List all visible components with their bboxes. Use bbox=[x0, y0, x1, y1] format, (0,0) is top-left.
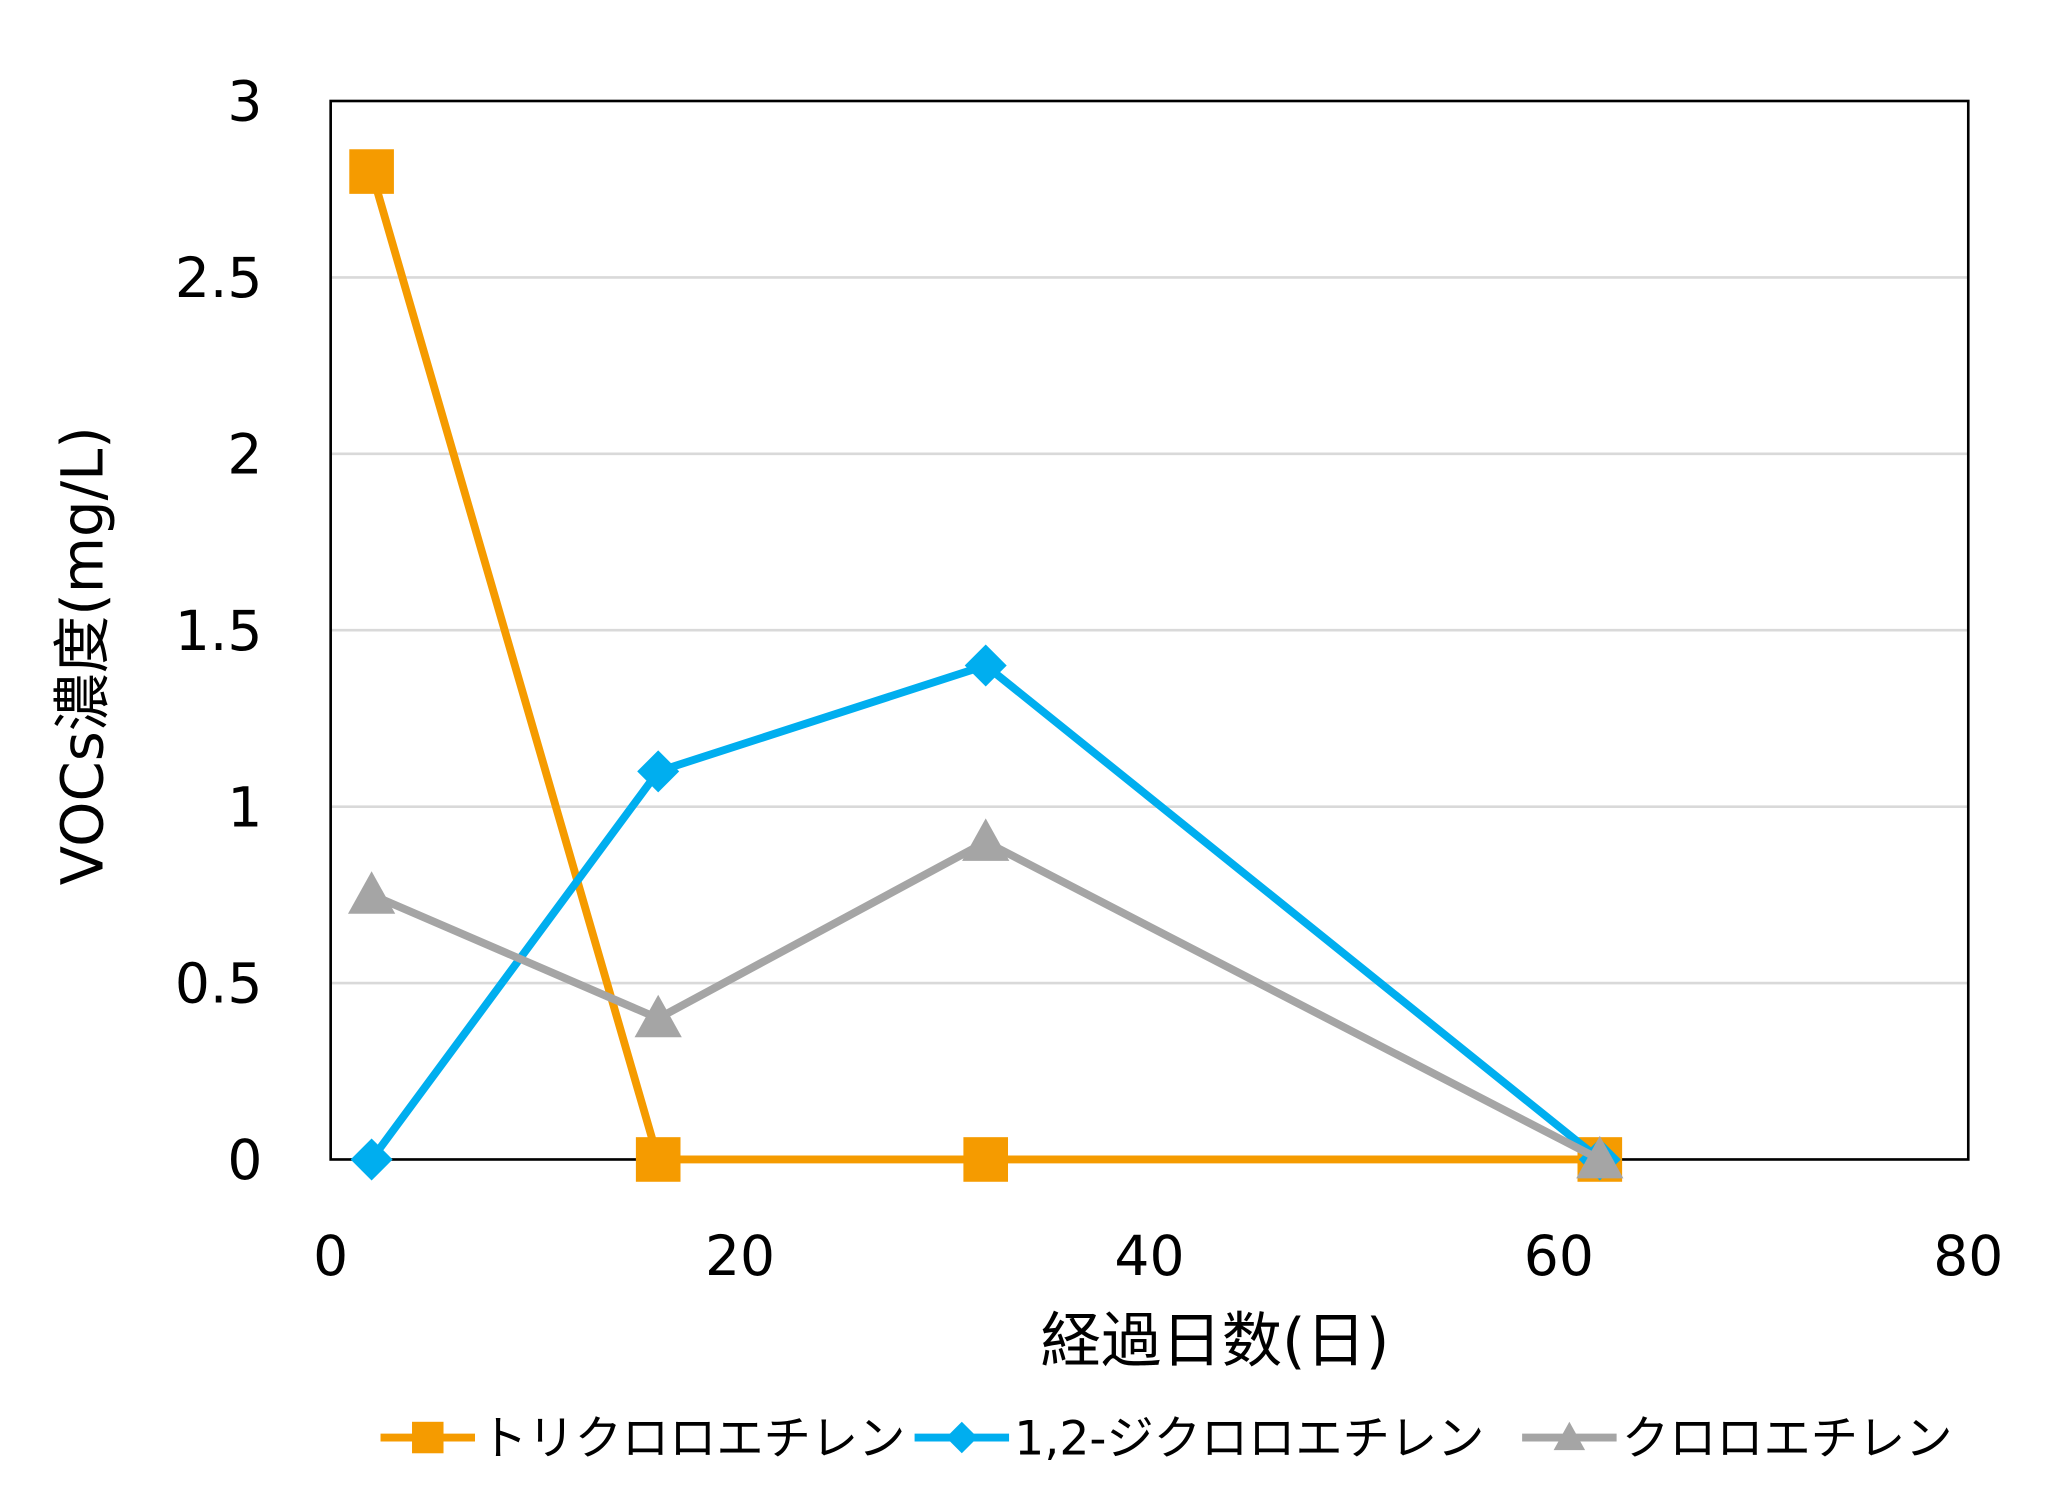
x-tick-label: 60 bbox=[1524, 1224, 1594, 1288]
y-tick-label: 2.5 bbox=[175, 246, 263, 310]
x-tick-label: 20 bbox=[705, 1224, 775, 1288]
legend-label: クロロエチレン bbox=[1622, 1412, 1953, 1467]
gridlines bbox=[330, 276, 1969, 985]
y-tick-label: 1.5 bbox=[175, 599, 263, 663]
legend-label: トリクロロエチレン bbox=[480, 1412, 905, 1467]
y-tick-label: 2 bbox=[227, 423, 262, 487]
legend-item: クロロエチレン bbox=[1522, 1412, 1952, 1467]
x-tick-label: 0 bbox=[313, 1224, 348, 1288]
square-marker bbox=[963, 1137, 1009, 1182]
triangle-marker bbox=[634, 994, 682, 1038]
y-tick-label: 0.5 bbox=[175, 952, 263, 1016]
diamond-marker bbox=[637, 750, 680, 793]
diamond-marker bbox=[964, 644, 1007, 687]
x-axis-label: 経過日数(日) bbox=[1041, 1306, 1390, 1376]
y-axis-label: VOCs濃度(mg/L) bbox=[48, 426, 116, 885]
y-tick-label: 0 bbox=[227, 1128, 262, 1192]
y-tick-label: 3 bbox=[227, 70, 262, 134]
series-2 bbox=[350, 644, 1621, 1181]
y-axis-ticks: 0 0.5 1 1.5 2 2.5 3 bbox=[175, 70, 263, 1192]
series-line bbox=[367, 170, 1600, 1164]
series-line bbox=[370, 837, 1602, 1163]
legend: トリクロロエチレン 1,2-ジクロロエチレン クロロエチレン bbox=[380, 1412, 1952, 1467]
triangle-marker bbox=[962, 818, 1010, 861]
triangle-marker bbox=[1553, 1421, 1586, 1451]
diamond-marker bbox=[946, 1421, 978, 1454]
square-marker bbox=[412, 1421, 444, 1454]
x-tick-label: 80 bbox=[1933, 1224, 2003, 1288]
series-line bbox=[368, 661, 1603, 1163]
y-tick-label: 1 bbox=[227, 775, 262, 839]
square-marker bbox=[349, 149, 394, 194]
triangle-marker bbox=[1576, 1135, 1624, 1179]
x-tick-label: 40 bbox=[1114, 1224, 1184, 1288]
triangle-marker bbox=[347, 871, 396, 914]
legend-item: 1,2-ジクロロエチレン bbox=[914, 1412, 1484, 1467]
square-marker bbox=[635, 1137, 681, 1182]
legend-label: 1,2-ジクロロエチレン bbox=[1014, 1412, 1484, 1467]
legend-item: トリクロロエチレン bbox=[380, 1412, 905, 1467]
x-axis-ticks: 0 20 40 60 80 bbox=[313, 1224, 2003, 1288]
series-group bbox=[347, 149, 1624, 1182]
series-3 bbox=[347, 818, 1624, 1179]
